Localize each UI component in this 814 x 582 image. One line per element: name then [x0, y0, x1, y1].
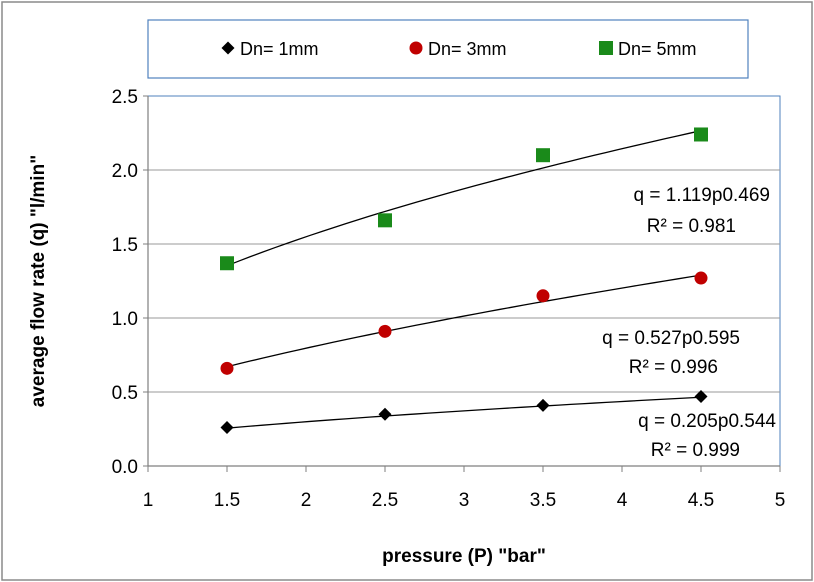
- r-squared-label-1: R² = 0.999: [651, 440, 740, 461]
- y-tick-label-2: 1.0: [112, 309, 138, 330]
- trendline-equation-2: q = 0.527p0.595: [602, 328, 740, 349]
- legend-box: [147, 19, 749, 79]
- data-point-2-2: [378, 324, 392, 338]
- x-tick-label-1: 1.5: [214, 490, 240, 511]
- data-point-3-3: [536, 148, 550, 163]
- legend-label-1: Dn= 1mm: [240, 39, 319, 59]
- data-point-2-4: [694, 271, 708, 285]
- y-tick-label-3: 1.5: [112, 235, 138, 256]
- x-tick-label-7: 4.5: [688, 490, 714, 511]
- x-tick-label-3: 2.5: [372, 490, 398, 511]
- axes: 0.0 0.5 1.0 1.5 2.0 2.5 1 1.5 2 2.5 3 3.5 4 4.5 5: [112, 87, 786, 511]
- x-tick-label-8: 5: [775, 490, 786, 511]
- data-point-3-1: [220, 256, 234, 271]
- y-tick-label-0: 0.0: [112, 457, 138, 478]
- x-tick-label-0: 1: [143, 490, 154, 511]
- data-point-3-4: [694, 127, 708, 142]
- legend-label-2: Dn= 3mm: [428, 39, 507, 59]
- r-squared-label-2: R² = 0.996: [629, 357, 718, 378]
- trendline-2: [226, 274, 702, 368]
- x-axis-label: pressure (P) "bar": [382, 546, 546, 567]
- data-point-1-2: [378, 407, 392, 421]
- x-tick-label-6: 4: [617, 490, 628, 511]
- legend-label-3: Dn= 5mm: [618, 39, 697, 59]
- y-tick-label-5: 2.5: [112, 87, 138, 108]
- y-tick-label-4: 2.0: [112, 161, 138, 182]
- trendline-3: [226, 130, 702, 267]
- plot-area: [147, 95, 781, 467]
- legend-marker-2: [409, 41, 423, 55]
- trendline-equation-3: q = 1.119p0.469: [634, 185, 771, 206]
- data-markers: [220, 127, 708, 435]
- legend: Dn= 1mm Dn= 3mm Dn= 5mm: [221, 39, 697, 59]
- x-tick-label-2: 2: [301, 490, 312, 511]
- annotations: q = 0.205p0.544 R² = 0.999 q = 0.527p0.595…: [602, 185, 776, 461]
- legend-marker-3: [599, 41, 613, 55]
- y-tick-label-1: 0.5: [112, 383, 138, 404]
- data-point-3-2: [378, 213, 392, 228]
- data-point-1-1: [220, 421, 234, 435]
- data-point-2-3: [536, 289, 550, 303]
- data-point-1-3: [536, 398, 550, 412]
- data-point-2-1: [220, 361, 234, 375]
- gridlines: [148, 169, 780, 393]
- x-tick-label-5: 3.5: [530, 490, 556, 511]
- x-tick-label-4: 3: [459, 490, 470, 511]
- trendlines: [226, 130, 702, 429]
- r-squared-label-3: R² = 0.981: [647, 216, 736, 237]
- legend-marker-1: [221, 41, 235, 55]
- trendline-equation-1: q = 0.205p0.544: [638, 411, 776, 432]
- trendline-1: [226, 396, 702, 429]
- y-axis-label: average flow rate (q) "l/min": [28, 155, 49, 407]
- data-point-1-4: [694, 389, 708, 403]
